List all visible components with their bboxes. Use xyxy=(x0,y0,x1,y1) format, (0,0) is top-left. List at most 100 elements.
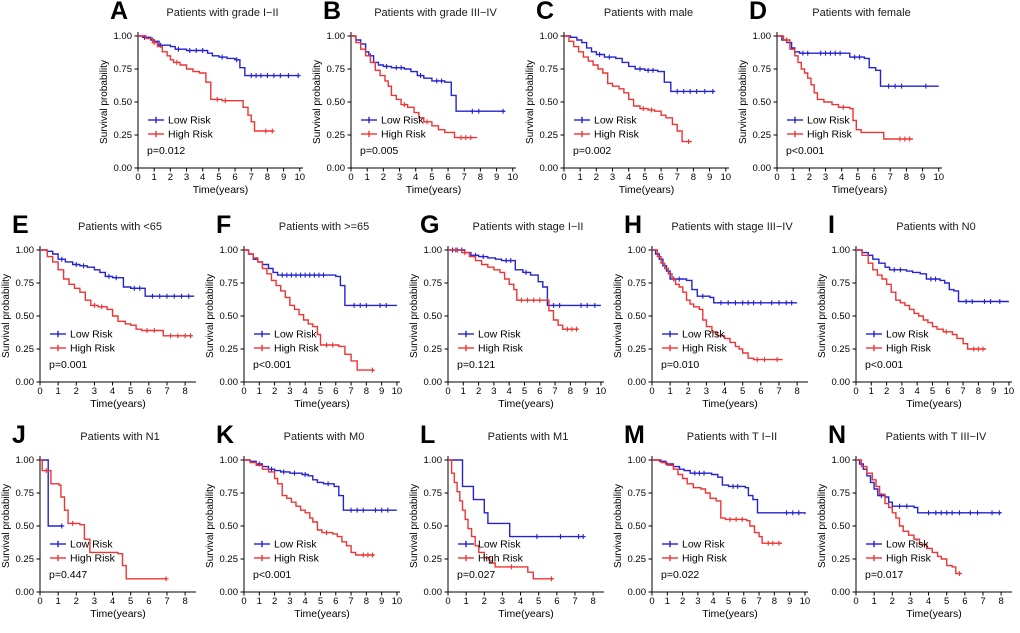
low-risk-censor-marks xyxy=(800,50,929,89)
legend-high-risk: High Risk xyxy=(574,129,640,141)
high-risk-censor-marks xyxy=(43,468,169,582)
low-risk-censor-marks xyxy=(692,470,802,516)
x-tick-label: 6 xyxy=(333,596,338,607)
y-ticks: 0.00 0.25 0.50 0.75 1.00 xyxy=(753,31,777,174)
x-tick-label: 7 xyxy=(888,172,893,183)
x-tick-label: 6 xyxy=(537,386,542,397)
y-tick-label: 0.25 xyxy=(424,344,443,355)
y-axis-label: Survival probability xyxy=(312,60,323,144)
panel-letter: G xyxy=(420,211,440,239)
p-value: p=0.017 xyxy=(865,569,903,581)
x-tick-label: 7 xyxy=(675,172,680,183)
panel-i: I Patients with N0 0.00 0.25 0.50 0.75 1.00 0 1 2… xyxy=(816,211,1020,414)
x-tick-label: 9 xyxy=(707,172,712,183)
y-tick-label: 0.00 xyxy=(327,163,346,174)
x-tick-label: 7 xyxy=(960,386,965,397)
y-tick-label: 0.25 xyxy=(753,130,772,141)
panel-letter: E xyxy=(12,211,29,239)
x-axis-label: Time(years) xyxy=(193,184,249,196)
panel-title: Patients with M1 xyxy=(487,431,569,443)
panel-letter: J xyxy=(12,421,26,449)
y-ticks: 0.00 0.25 0.50 0.75 1.00 xyxy=(628,245,652,388)
y-tick-label: 0.50 xyxy=(16,311,35,322)
x-tick-label: 10 xyxy=(720,172,731,183)
x-tick-label: 7 xyxy=(164,386,169,397)
x-tick-label: 2 xyxy=(272,596,277,607)
y-axis-label: Survival probability xyxy=(525,60,536,144)
survival-plot: 0.00 0.25 0.50 0.75 1.00 0 1 2 3 4 5 6 7 8 9 10 Survival… xyxy=(817,245,1014,410)
legend-label: Low Risk xyxy=(274,329,317,341)
panel-header: M Patients with T I−II xyxy=(612,421,816,452)
legend-low-risk: Low Risk xyxy=(50,329,113,341)
x-tick-label: 0 xyxy=(649,386,654,397)
x-tick-label: 7 xyxy=(776,386,781,397)
legend-high-risk: High Risk xyxy=(254,343,320,355)
x-tick-label: 0 xyxy=(445,596,450,607)
x-tick-label: 6 xyxy=(945,386,950,397)
y-axis-label: Survival probability xyxy=(409,484,420,568)
y-tick-label: 0.50 xyxy=(832,311,851,322)
panel-d: D Patients with female 0.00 0.25 0.50 0.75 1.0… xyxy=(737,0,950,200)
legend: Low Risk High Risk xyxy=(361,115,427,141)
x-tick-label: 5 xyxy=(318,386,323,397)
x-tick-label: 4 xyxy=(303,596,308,607)
y-tick-label: 0.00 xyxy=(16,587,35,598)
y-tick-label: 0.75 xyxy=(424,488,443,499)
x-ticks: 0 1 2 3 4 5 6 7 8 xyxy=(649,382,800,397)
high-risk-censor-marks xyxy=(91,302,194,339)
panel-header: J Patients with N1 xyxy=(0,421,204,452)
x-tick-label: 3 xyxy=(92,596,97,607)
x-axis-label: Time(years) xyxy=(294,608,350,620)
high-risk-censor-marks xyxy=(640,106,692,145)
panel-letter: C xyxy=(536,0,555,25)
legend: Low Risk High Risk xyxy=(866,329,932,355)
survival-plot: 0.00 0.25 0.50 0.75 1.00 0 1 2 3 4 5 6 7 8 9 10 Survival… xyxy=(205,245,402,410)
legend-label: High Risk xyxy=(682,343,728,355)
legend-label: Low Risk xyxy=(886,329,929,341)
y-tick-label: 1.00 xyxy=(16,455,35,466)
y-tick-label: 0.75 xyxy=(540,64,559,75)
y-tick-label: 0.50 xyxy=(753,97,772,108)
panel-title: Patients with N0 xyxy=(896,221,976,233)
x-tick-label: 5 xyxy=(128,386,133,397)
x-tick-label: 5 xyxy=(642,172,647,183)
x-tick-label: 5 xyxy=(216,172,221,183)
x-tick-label: 2 xyxy=(594,172,599,183)
x-tick-label: 5 xyxy=(536,596,541,607)
y-tick-label: 0.25 xyxy=(220,554,239,565)
y-tick-label: 0.75 xyxy=(832,278,851,289)
x-axis-label: Time(years) xyxy=(90,608,146,620)
panel-g: G Patients with stage I−II 0.00 0.25 0.50 0.7… xyxy=(408,211,612,414)
y-tick-label: 0.00 xyxy=(832,587,851,598)
y-axis-label: Survival probability xyxy=(205,274,216,358)
y-ticks: 0.00 0.25 0.50 0.75 1.00 xyxy=(327,31,351,174)
x-tick-label: 2 xyxy=(807,172,812,183)
panel-letter: A xyxy=(110,0,129,25)
x-tick-label: 1 xyxy=(578,172,583,183)
y-tick-label: 1.00 xyxy=(628,245,647,256)
legend-low-risk: Low Risk xyxy=(662,329,725,341)
y-tick-label: 0.00 xyxy=(753,163,772,174)
survival-plot: 0.00 0.25 0.50 0.75 1.00 0 1 2 3 4 5 6 7 8 9 10 Survival… xyxy=(409,245,606,410)
y-tick-label: 1.00 xyxy=(424,455,443,466)
y-tick-label: 0.25 xyxy=(16,344,35,355)
low-risk-censor-marks xyxy=(891,267,1003,304)
legend-label: High Risk xyxy=(274,553,320,565)
x-tick-label: 2 xyxy=(476,386,481,397)
x-tick-label: 0 xyxy=(853,386,858,397)
x-tick-label: 7 xyxy=(249,172,254,183)
legend-label: Low Risk xyxy=(886,539,929,551)
x-tick-label: 2 xyxy=(890,596,895,607)
panel-title: Patients with T III−IV xyxy=(885,431,987,443)
axes xyxy=(350,32,516,169)
x-tick-label: 5 xyxy=(318,596,323,607)
x-tick-label: 0 xyxy=(649,596,654,607)
y-axis-label: Survival probability xyxy=(613,274,624,358)
panel-title: Patients with N1 xyxy=(80,431,160,443)
x-tick-label: 8 xyxy=(478,172,483,183)
y-tick-label: 1.00 xyxy=(540,31,559,42)
x-tick-label: 8 xyxy=(364,596,369,607)
y-tick-label: 0.25 xyxy=(16,554,35,565)
high-risk-curve xyxy=(856,459,962,575)
high-risk-censor-marks xyxy=(754,357,780,363)
